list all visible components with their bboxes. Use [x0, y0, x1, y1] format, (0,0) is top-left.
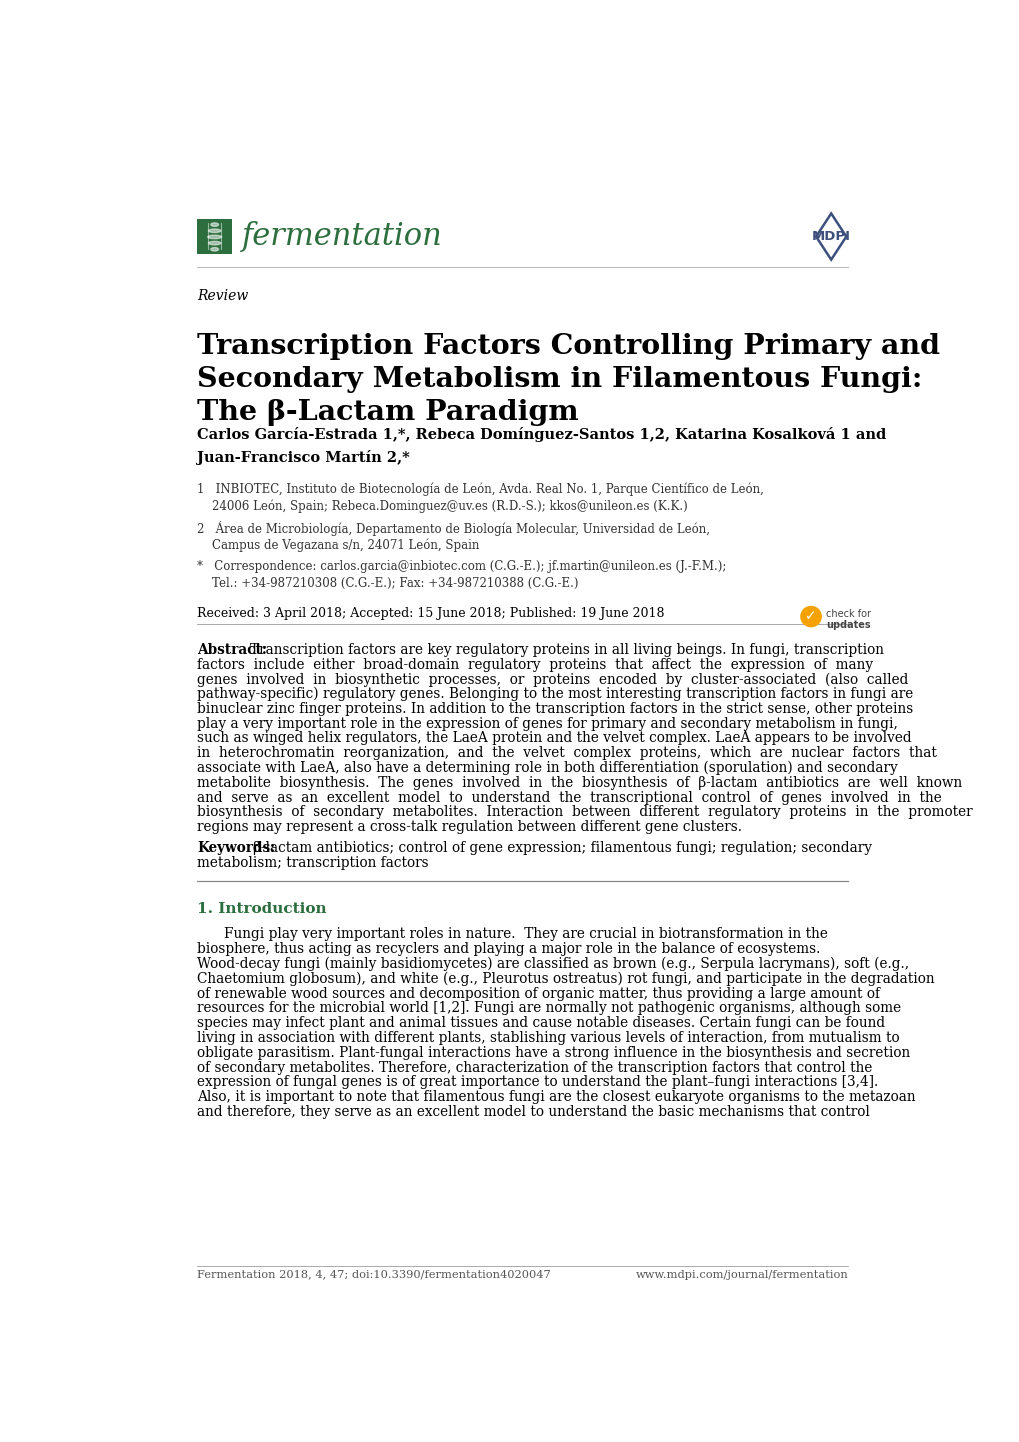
Text: species may infect plant and animal tissues and cause notable diseases. Certain : species may infect plant and animal tiss…: [197, 1017, 884, 1030]
Text: obligate parasitism. Plant-fungal interactions have a strong influence in the bi: obligate parasitism. Plant-fungal intera…: [197, 1045, 910, 1060]
Text: genes  involved  in  biosynthetic  processes,  or  proteins  encoded  by  cluste: genes involved in biosynthetic processes…: [197, 672, 908, 686]
Text: of secondary metabolites. Therefore, characterization of the transcription facto: of secondary metabolites. Therefore, cha…: [197, 1060, 872, 1074]
Text: 1   INBIOTEC, Instituto de Biotecnología de León, Avda. Real No. 1, Parque Cient: 1 INBIOTEC, Instituto de Biotecnología d…: [197, 483, 763, 496]
Ellipse shape: [211, 248, 218, 251]
Text: www.mdpi.com/journal/fermentation: www.mdpi.com/journal/fermentation: [635, 1269, 848, 1279]
Text: resources for the microbial world [1,2]. Fungi are normally not pathogenic organ: resources for the microbial world [1,2].…: [197, 1001, 901, 1015]
Text: play a very important role in the expression of genes for primary and secondary : play a very important role in the expres…: [197, 717, 898, 731]
Text: updates: updates: [825, 620, 869, 630]
FancyBboxPatch shape: [197, 219, 232, 254]
Text: metabolite  biosynthesis.  The  genes  involved  in  the  biosynthesis  of  β-la: metabolite biosynthesis. The genes invol…: [197, 776, 962, 790]
Text: Fungi play very important roles in nature.  They are crucial in biotransformatio: Fungi play very important roles in natur…: [224, 927, 827, 942]
Text: ✓: ✓: [804, 610, 816, 623]
Text: Keywords:: Keywords:: [197, 841, 275, 855]
Text: biosynthesis  of  secondary  metabolites.  Interaction  between  different  regu: biosynthesis of secondary metabolites. I…: [197, 806, 972, 819]
Text: living in association with different plants, stablishing various levels of inter: living in association with different pla…: [197, 1031, 899, 1045]
Text: Chaetomium globosum), and white (e.g., Pleurotus ostreatus) rot fungi, and parti: Chaetomium globosum), and white (e.g., P…: [197, 972, 934, 986]
Polygon shape: [815, 213, 846, 260]
Text: metabolism; transcription factors: metabolism; transcription factors: [197, 857, 428, 870]
Text: biosphere, thus acting as recyclers and playing a major role in the balance of e: biosphere, thus acting as recyclers and …: [197, 942, 820, 956]
Text: Juan-Francisco Martín 2,*: Juan-Francisco Martín 2,*: [197, 450, 410, 466]
Text: Received: 3 April 2018; Accepted: 15 June 2018; Published: 19 June 2018: Received: 3 April 2018; Accepted: 15 Jun…: [197, 607, 664, 620]
Text: associate with LaeA, also have a determining role in both differentiation (sporu: associate with LaeA, also have a determi…: [197, 761, 897, 776]
Text: factors  include  either  broad-domain  regulatory  proteins  that  affect  the : factors include either broad-domain regu…: [197, 658, 872, 672]
Text: 1. Introduction: 1. Introduction: [197, 903, 326, 916]
Text: regions may represent a cross-talk regulation between different gene clusters.: regions may represent a cross-talk regul…: [197, 820, 742, 833]
Text: Abstract:: Abstract:: [197, 643, 267, 656]
Text: Also, it is important to note that filamentous fungi are the closest eukaryote o: Also, it is important to note that filam…: [197, 1090, 915, 1105]
Text: Tel.: +34-987210308 (C.G.-E.); Fax: +34-987210388 (C.G.-E.): Tel.: +34-987210308 (C.G.-E.); Fax: +34-…: [197, 577, 578, 590]
Text: Carlos García-Estrada 1,*, Rebeca Domínguez-Santos 1,2, Katarina Kosalková 1 and: Carlos García-Estrada 1,*, Rebeca Domíng…: [197, 427, 886, 443]
Circle shape: [800, 606, 821, 627]
Text: and  serve  as  an  excellent  model  to  understand  the  transcriptional  cont: and serve as an excellent model to under…: [197, 790, 942, 805]
Text: Wood-decay fungi (mainly basidiomycetes) are classified as brown (e.g., Serpula : Wood-decay fungi (mainly basidiomycetes)…: [197, 957, 909, 972]
Text: fermentation: fermentation: [242, 221, 442, 252]
Text: binuclear zinc finger proteins. In addition to the transcription factors in the : binuclear zinc finger proteins. In addit…: [197, 702, 913, 715]
Text: Review: Review: [197, 288, 249, 303]
Text: *   Correspondence: carlos.garcia@inbiotec.com (C.G.-E.); jf.martin@unileon.es (: * Correspondence: carlos.garcia@inbiotec…: [197, 559, 726, 572]
Text: in  heterochromatin  reorganization,  and  the  velvet  complex  proteins,  whic: in heterochromatin reorganization, and t…: [197, 746, 936, 760]
Text: 2   Área de Microbiología, Departamento de Biología Molecular, Universidad de Le: 2 Área de Microbiología, Departamento de…: [197, 521, 709, 536]
Text: pathway-specific) regulatory genes. Belonging to the most interesting transcript: pathway-specific) regulatory genes. Belo…: [197, 686, 913, 701]
Ellipse shape: [208, 235, 221, 239]
Ellipse shape: [208, 229, 221, 232]
Text: MDPI: MDPI: [811, 231, 850, 244]
Text: expression of fungal genes is of great importance to understand the plant–fungi : expression of fungal genes is of great i…: [197, 1076, 877, 1089]
Text: Campus de Vegazana s/n, 24071 León, Spain: Campus de Vegazana s/n, 24071 León, Spai…: [197, 538, 479, 551]
Text: check for: check for: [825, 609, 870, 619]
Text: Transcription Factors Controlling Primary and
Secondary Metabolism in Filamentou: Transcription Factors Controlling Primar…: [197, 333, 940, 425]
Ellipse shape: [211, 224, 218, 226]
Text: and therefore, they serve as an excellent model to understand the basic mechanis: and therefore, they serve as an excellen…: [197, 1105, 869, 1119]
Text: of renewable wood sources and decomposition of organic matter, thus providing a : of renewable wood sources and decomposit…: [197, 986, 879, 1001]
Text: β-lactam antibiotics; control of gene expression; filamentous fungi; regulation;: β-lactam antibiotics; control of gene ex…: [253, 841, 871, 855]
Text: Transcription factors are key regulatory proteins in all living beings. In fungi: Transcription factors are key regulatory…: [250, 643, 883, 656]
Text: such as winged helix regulators, the LaeA protein and the velvet complex. LaeA a: such as winged helix regulators, the Lae…: [197, 731, 911, 746]
Text: 24006 León, Spain; Rebeca.Dominguez@uv.es (R.D.-S.); kkos@unileon.es (K.K.): 24006 León, Spain; Rebeca.Dominguez@uv.e…: [197, 499, 688, 513]
Text: Fermentation 2018, 4, 47; doi:10.3390/fermentation4020047: Fermentation 2018, 4, 47; doi:10.3390/fe…: [197, 1269, 550, 1279]
Ellipse shape: [208, 241, 221, 245]
